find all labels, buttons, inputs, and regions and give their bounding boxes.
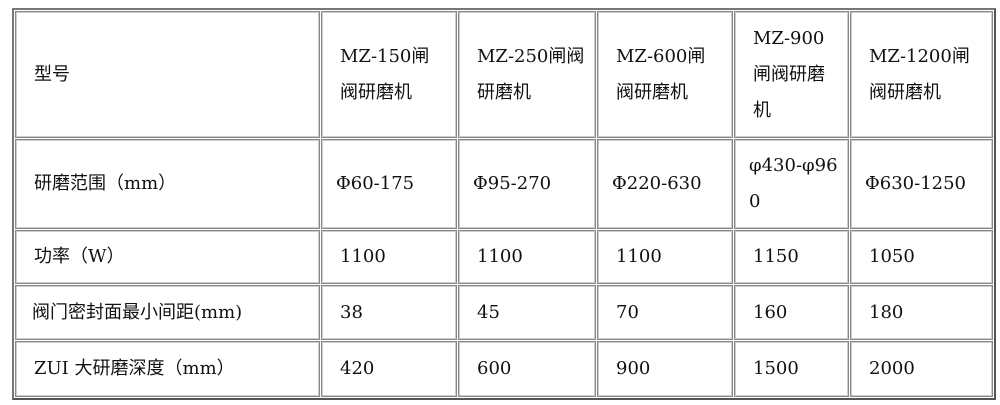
table-cell: 1100 <box>458 230 596 284</box>
table-row: 阀门密封面最小间距(mm) 38 45 70 160 180 <box>15 285 993 340</box>
header-cell: MZ-600闸阀研磨机 <box>597 11 733 138</box>
row-label: 功率（W） <box>15 230 320 284</box>
table-cell: Φ95-270 <box>458 139 596 229</box>
table-cell: 600 <box>458 341 596 397</box>
table-cell: 70 <box>597 285 733 340</box>
spec-table: 型号 MZ-150闸阀研磨机 MZ-250闸阀研磨机 MZ-600闸阀研磨机 M… <box>12 8 996 400</box>
header-cell-model: 型号 <box>15 11 320 138</box>
table-cell: Φ60-175 <box>321 139 457 229</box>
table-cell: Φ220-630 <box>597 139 733 229</box>
table-row: 研磨范围（mm） Φ60-175 Φ95-270 Φ220-630 φ430-φ… <box>15 139 993 229</box>
table-cell: φ430-φ960 <box>734 139 849 229</box>
row-label: ZUI 大研磨深度（mm） <box>15 341 320 397</box>
table-cell: Φ630-1250 <box>850 139 993 229</box>
table-cell: 1050 <box>850 230 993 284</box>
table-cell: 1100 <box>597 230 733 284</box>
row-label: 阀门密封面最小间距(mm) <box>15 285 320 340</box>
table-row: 功率（W） 1100 1100 1100 1150 1050 <box>15 230 993 284</box>
table-cell: 2000 <box>850 341 993 397</box>
table-cell: 1150 <box>734 230 849 284</box>
table-cell: 38 <box>321 285 457 340</box>
header-cell: MZ-900闸阀研磨机 <box>734 11 849 138</box>
table-cell: 160 <box>734 285 849 340</box>
table-row: ZUI 大研磨深度（mm） 420 600 900 1500 2000 <box>15 341 993 397</box>
header-cell: MZ-1200闸阀研磨机 <box>850 11 993 138</box>
table-cell: 1500 <box>734 341 849 397</box>
header-cell: MZ-150闸阀研磨机 <box>321 11 457 138</box>
table-cell: 45 <box>458 285 596 340</box>
table-cell: 900 <box>597 341 733 397</box>
table-header-row: 型号 MZ-150闸阀研磨机 MZ-250闸阀研磨机 MZ-600闸阀研磨机 M… <box>15 11 993 138</box>
row-label: 研磨范围（mm） <box>15 139 320 229</box>
table-cell: 1100 <box>321 230 457 284</box>
table-cell: 420 <box>321 341 457 397</box>
table-cell: 180 <box>850 285 993 340</box>
header-cell: MZ-250闸阀研磨机 <box>458 11 596 138</box>
